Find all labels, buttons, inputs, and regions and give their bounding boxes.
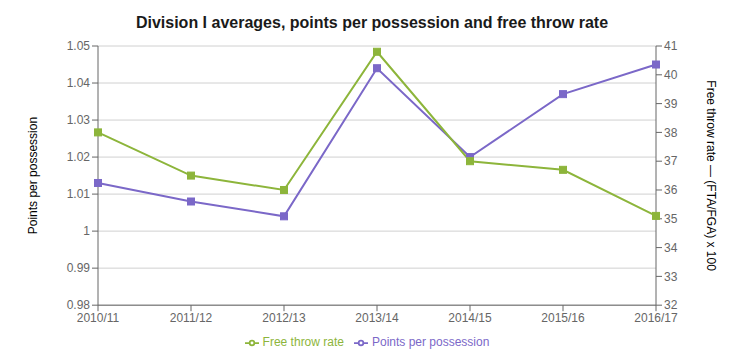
svg-text:1: 1: [83, 224, 90, 238]
svg-text:1.05: 1.05: [67, 39, 91, 53]
svg-text:37: 37: [664, 154, 678, 168]
svg-text:2014/15: 2014/15: [448, 311, 492, 325]
svg-text:0.98: 0.98: [67, 298, 91, 312]
svg-text:2015/16: 2015/16: [541, 311, 585, 325]
svg-text:39: 39: [664, 97, 678, 111]
svg-text:2011/12: 2011/12: [170, 311, 213, 325]
svg-text:Free throw rate — (FTA/FGA) x: Free throw rate — (FTA/FGA) x 100: [704, 80, 718, 271]
svg-text:1.04: 1.04: [67, 76, 91, 90]
html-text:Points per possession: Points per possession: [372, 335, 490, 350]
svg-text:2013/14: 2013/14: [355, 311, 399, 325]
svg-text:32: 32: [664, 298, 678, 312]
svg-text:1.03: 1.03: [67, 113, 91, 127]
svg-text:41: 41: [664, 39, 678, 53]
svg-text:34: 34: [664, 241, 678, 255]
svg-text:33: 33: [664, 270, 678, 284]
svg-text:38: 38: [664, 126, 678, 140]
svg-text:36: 36: [664, 183, 678, 197]
svg-text:2010/11: 2010/11: [77, 311, 120, 325]
svg-text:2012/13: 2012/13: [262, 311, 306, 325]
html-text:Free throw rate: Free throw rate: [262, 335, 344, 350]
svg-text:Points per possession: Points per possession: [26, 117, 40, 234]
svg-text:35: 35: [664, 212, 678, 226]
svg-text:40: 40: [664, 68, 678, 82]
html-text:Division I averages, points pe: Division I averages, points per possessi…: [135, 14, 609, 31]
svg-text:1.02: 1.02: [67, 150, 91, 164]
svg-text:2016/17: 2016/17: [634, 311, 678, 325]
svg-text:0.99: 0.99: [67, 261, 91, 275]
svg-text:1.01: 1.01: [67, 187, 91, 201]
